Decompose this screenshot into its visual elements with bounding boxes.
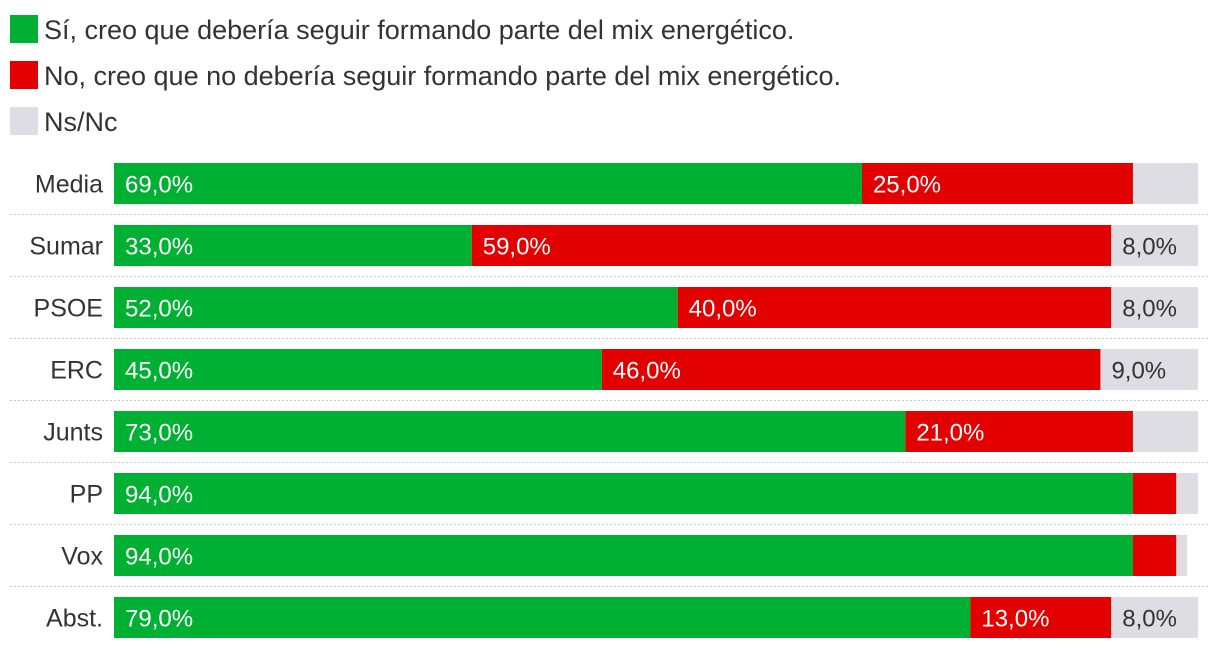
legend-swatch-1 [10,15,38,43]
legend-swatch-2 [10,61,38,89]
value-label-sumar-series-1: 33,0% [125,234,193,261]
legend-swatch-3 [10,107,38,135]
category-label-media: Media [35,171,103,199]
row-separators [10,214,1210,587]
legend-label-2: No, creo que no debería seguir formando … [44,61,841,91]
value-label-erc-series-1: 45,0% [125,358,193,385]
value-label-sumar-series-3: 8,0% [1122,234,1177,261]
value-label-erc-series-2: 46,0% [613,358,681,385]
bar-abst-series-1 [114,597,971,638]
bar-psoe-series-3 [1111,287,1198,328]
category-label-abst: Abst. [46,605,103,633]
category-label-psoe: PSOE [34,295,103,323]
value-label-pp-series-1: 94,0% [125,482,193,509]
bar-vox-series-2 [1132,535,1177,576]
bar-erc-series-2 [601,349,1101,390]
bar-sumar-series-1 [114,225,472,266]
category-label-pp: PP [70,481,103,509]
value-label-erc-series-3: 9,0% [1111,358,1166,385]
bar-media-series-1 [114,163,862,204]
category-label-sumar: Sumar [29,233,103,261]
category-label-erc: ERC [50,357,103,385]
value-label-abst-series-1: 79,0% [125,606,193,633]
bar-abst-series-3 [1111,597,1198,638]
value-label-psoe-series-1: 52,0% [125,296,193,323]
category-labels: Media Sumar PSOE ERC Junts PP Vox Abst. [29,171,103,633]
bar-pp-series-3 [1176,473,1198,514]
bar-abst-series-2 [970,597,1112,638]
category-label-vox: Vox [61,543,103,571]
value-label-sumar-series-2: 59,0% [483,234,551,261]
value-label-vox-series-1: 94,0% [125,544,193,571]
value-label-abst-series-2: 13,0% [981,606,1049,633]
category-label-junts: Junts [43,419,103,447]
bar-sumar-series-2 [471,225,1112,266]
value-label-media-series-1: 69,0% [125,172,193,199]
value-label-psoe-series-2: 40,0% [689,296,757,323]
legend-label-3: Ns/Nc [44,107,118,137]
bar-junts-series-1 [114,411,906,452]
value-label-junts-series-2: 21,0% [916,420,984,447]
bar-vox-series-3 [1176,535,1188,576]
bar-pp-series-1 [114,473,1133,514]
bar-sumar-series-3 [1111,225,1198,266]
bar-psoe-series-2 [677,287,1112,328]
bar-media-series-3 [1132,163,1198,204]
value-labels: 69,0% 25,0% 33,0% 59,0% 8,0% 52,0% 40,0% 8,0% 45… [125,172,1177,633]
legend-label-1: Sí, creo que debería seguir formando par… [44,15,794,45]
bar-pp-series-2 [1132,473,1177,514]
bar-vox-series-1 [114,535,1133,576]
legend: Sí, creo que debería seguir formando par… [10,15,841,137]
value-label-media-series-2: 25,0% [873,172,941,199]
bar-media-series-2 [861,163,1133,204]
bar-erc-series-1 [114,349,602,390]
value-label-abst-series-3: 8,0% [1122,606,1177,633]
value-label-junts-series-1: 73,0% [125,420,193,447]
bar-junts-series-2 [905,411,1133,452]
bar-junts-series-3 [1132,411,1198,452]
bars [114,163,1198,638]
bar-psoe-series-1 [114,287,678,328]
bar-erc-series-3 [1100,349,1198,390]
value-label-psoe-series-3: 8,0% [1122,296,1177,323]
